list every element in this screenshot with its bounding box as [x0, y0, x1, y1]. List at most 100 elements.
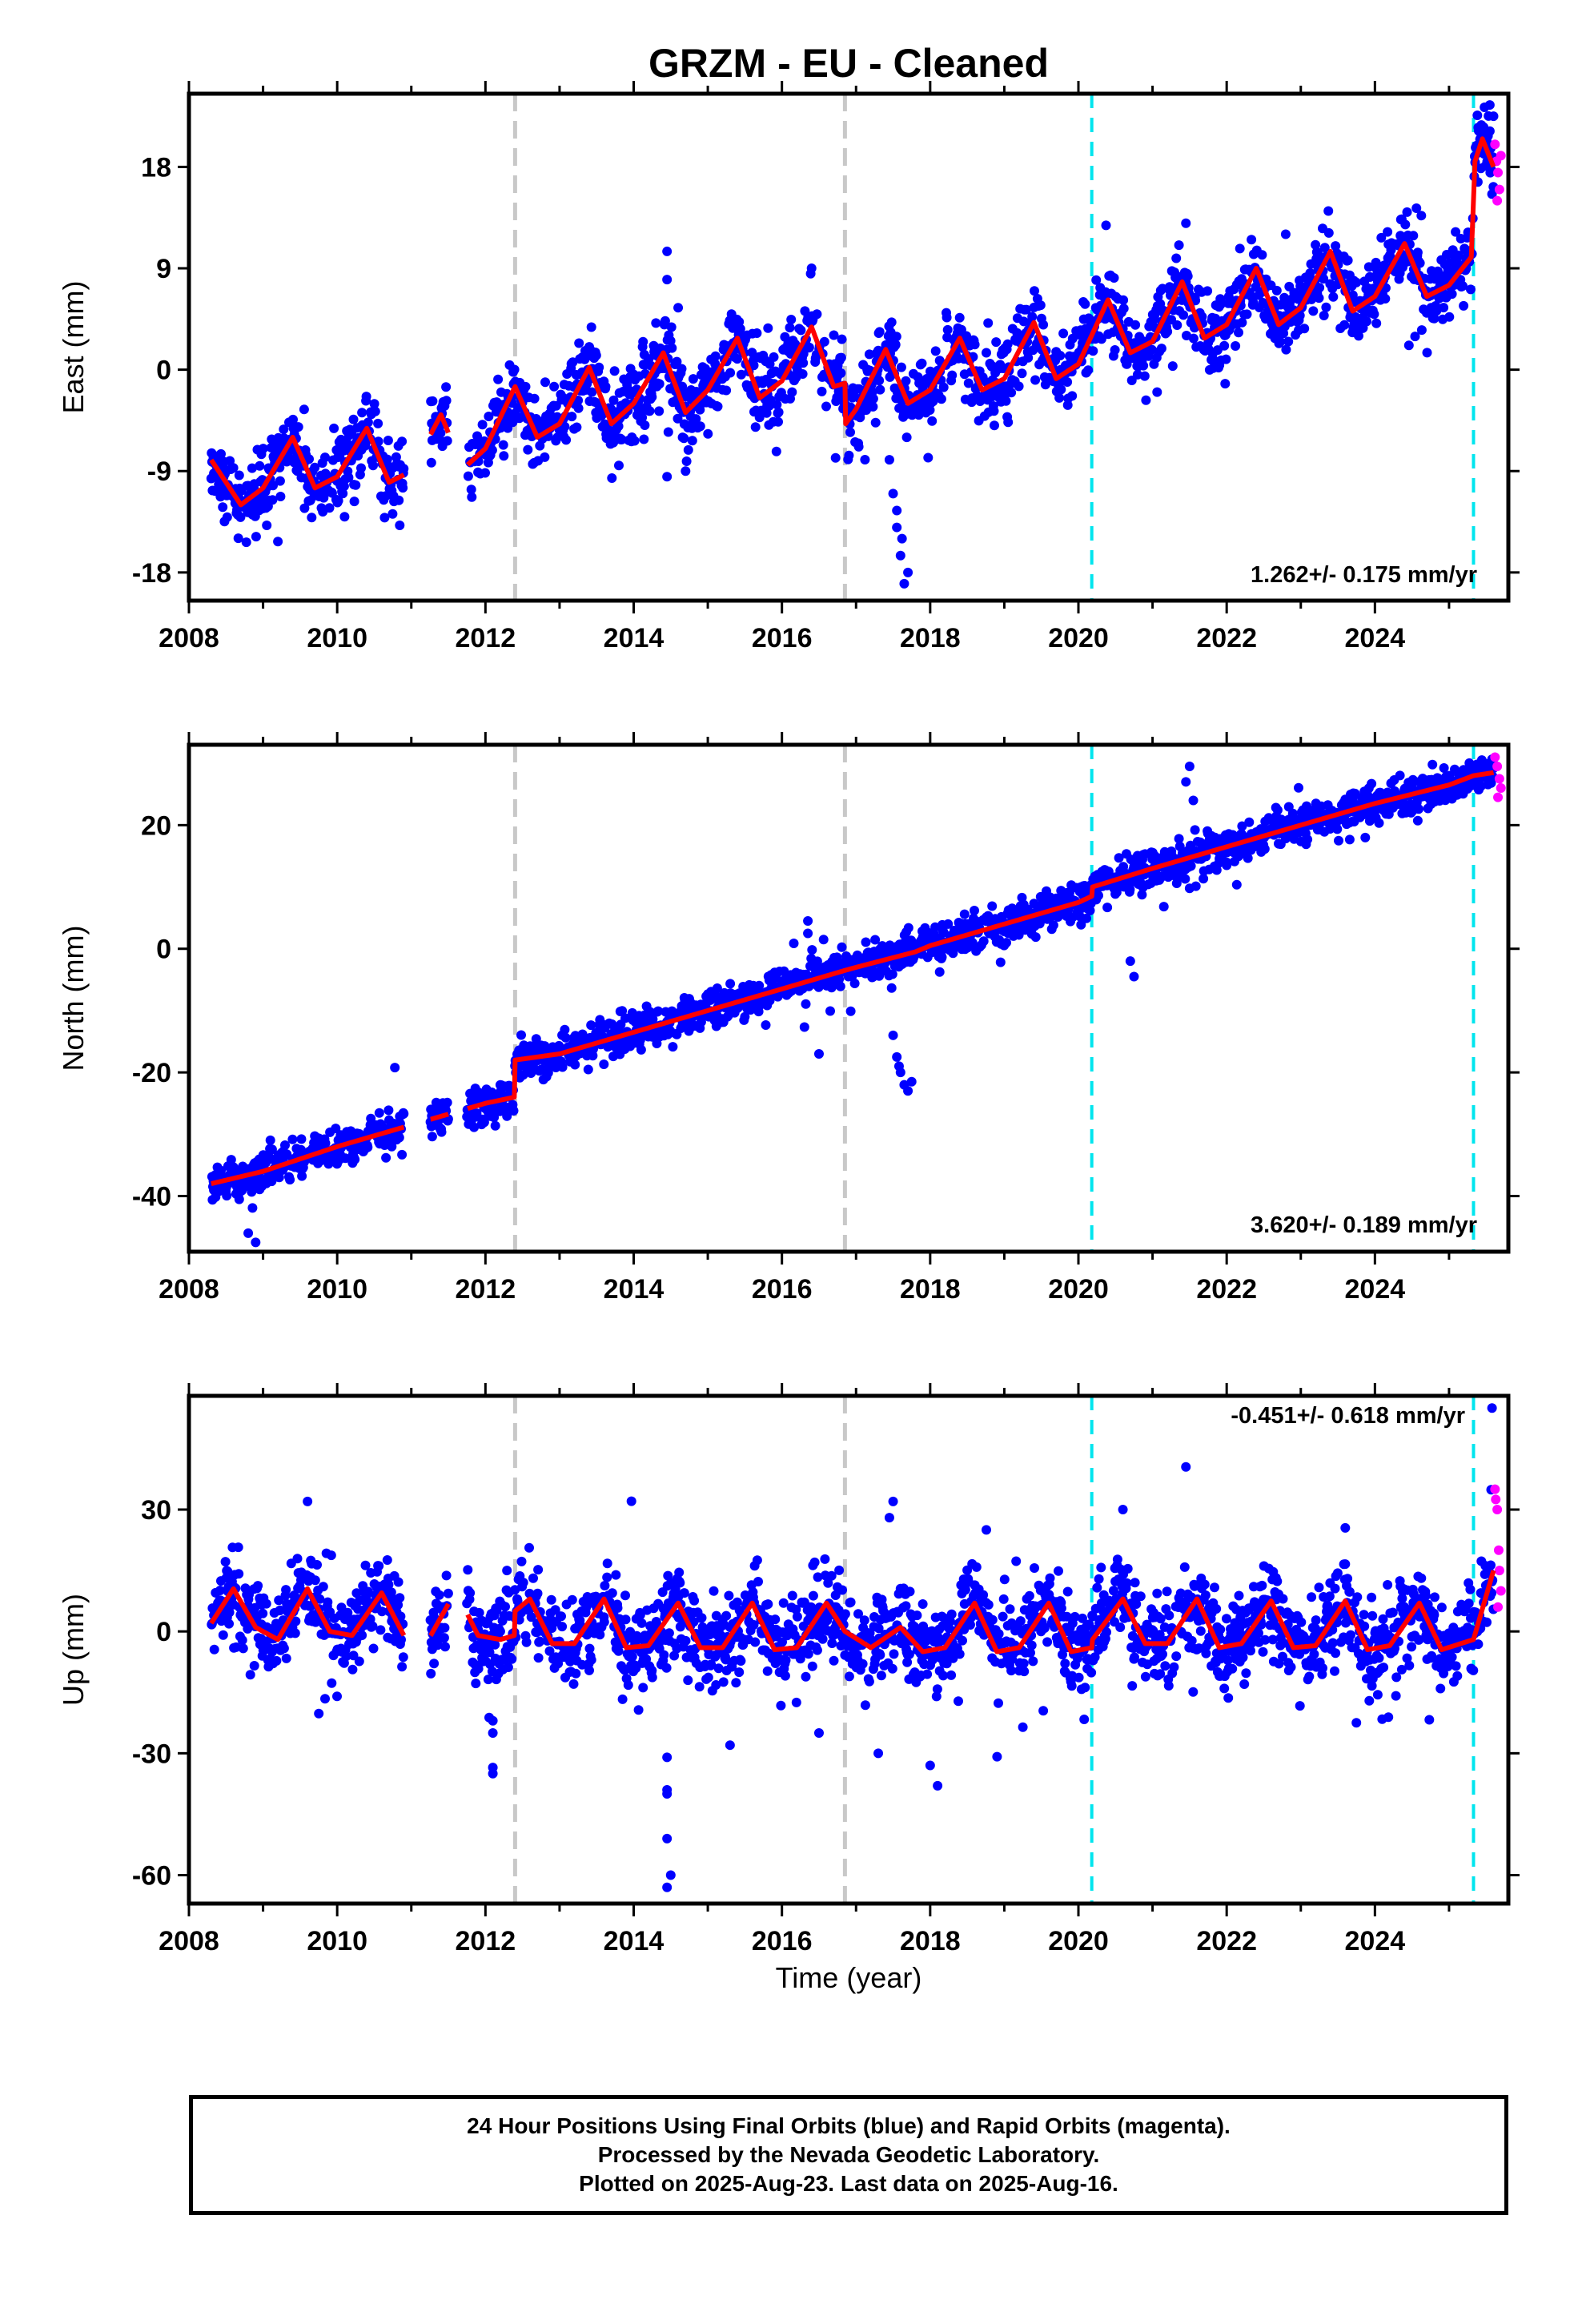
- east-final-point: [397, 436, 408, 447]
- east-final-point: [426, 457, 436, 468]
- up-final-point: [571, 1668, 581, 1679]
- east-final-point: [1101, 220, 1111, 231]
- east-final-point: [1109, 273, 1119, 283]
- north-final-point: [1102, 903, 1113, 913]
- east-final-point: [1319, 274, 1329, 284]
- up-final-point: [607, 1588, 617, 1598]
- east-final-point: [638, 336, 648, 347]
- east-final-point: [1237, 317, 1247, 328]
- east-final-point: [592, 398, 602, 408]
- north-final-point: [234, 1194, 244, 1204]
- east-final-point: [351, 480, 361, 490]
- up-final-point: [220, 1557, 231, 1567]
- east-final-point: [923, 452, 934, 463]
- east-final-point: [870, 417, 881, 428]
- north-final-point: [813, 1048, 824, 1059]
- north-final-point: [297, 1171, 307, 1181]
- east-final-point: [651, 318, 661, 328]
- north-final-point: [1191, 881, 1201, 891]
- up-final-point: [602, 1572, 612, 1582]
- east-final-point: [373, 418, 383, 428]
- east-final-point: [1403, 340, 1414, 351]
- north-rapid-point: [1492, 762, 1503, 772]
- east-final-point: [1162, 327, 1173, 336]
- east-final-point: [572, 422, 582, 432]
- east-final-point: [1400, 219, 1411, 230]
- up-final-point: [524, 1542, 534, 1553]
- east-final-point: [234, 470, 244, 480]
- east-final-point: [299, 404, 309, 415]
- up-final-point: [620, 1614, 631, 1625]
- east-final-point: [884, 455, 894, 465]
- east-rapid-point: [1494, 184, 1504, 195]
- east-final-point: [1315, 283, 1325, 293]
- east-final-point: [763, 323, 773, 333]
- up-final-point: [567, 1594, 577, 1605]
- east-final-point: [310, 462, 320, 472]
- east-xtick-label: 2014: [604, 623, 665, 653]
- east-final-point: [370, 406, 380, 416]
- east-final-point: [936, 394, 946, 404]
- north-rapid-point: [1496, 783, 1506, 794]
- east-final-point: [1283, 336, 1294, 347]
- up-final-point: [398, 1652, 408, 1663]
- north-final-point: [818, 935, 829, 945]
- east-xtick-label: 2020: [1048, 623, 1109, 653]
- north-final-point: [1294, 782, 1303, 793]
- east-final-point: [903, 567, 913, 577]
- east-final-point: [629, 436, 640, 446]
- east-rapid-orbit-points: [1490, 139, 1506, 206]
- up-plot-area: [207, 1396, 1506, 1904]
- east-final-point: [710, 351, 721, 361]
- north-final-point: [740, 1011, 750, 1022]
- up-final-point: [237, 1635, 247, 1646]
- north-final-point: [1158, 902, 1169, 912]
- north-ytick-label: 0: [156, 935, 171, 965]
- north-rate-label: 3.620+/- 0.189 mm/yr: [1251, 1212, 1477, 1238]
- north-final-point: [906, 1076, 917, 1087]
- east-final-point: [713, 401, 723, 412]
- north-final-point: [1244, 817, 1255, 827]
- east-final-point: [888, 489, 898, 499]
- east-final-point: [1331, 241, 1341, 251]
- up-final-point: [323, 1597, 333, 1607]
- east-plot-frame: [187, 91, 1511, 603]
- up-final-point: [368, 1643, 379, 1654]
- north-final-point: [1186, 861, 1196, 871]
- east-final-point: [1271, 285, 1282, 296]
- north-final-point: [518, 1070, 528, 1080]
- north-final-point: [1231, 879, 1242, 890]
- up-final-point: [382, 1555, 392, 1565]
- east-final-point: [895, 550, 905, 561]
- up-final-point: [584, 1665, 594, 1675]
- east-final-point: [251, 532, 261, 542]
- east-final-point: [441, 396, 452, 406]
- east-final-point: [357, 408, 367, 418]
- up-final-point: [290, 1628, 300, 1638]
- up-final-point: [320, 1694, 330, 1704]
- north-final-point: [937, 952, 947, 963]
- east-final-point: [1017, 368, 1027, 379]
- east-rate-label: 1.262+/- 0.175 mm/yr: [1251, 562, 1477, 588]
- north-final-point: [1181, 777, 1191, 787]
- up-final-point: [500, 1602, 510, 1612]
- east-final-point: [797, 369, 808, 379]
- east-final-point: [703, 428, 713, 439]
- north-final-point: [959, 909, 970, 919]
- east-final-point: [1439, 303, 1449, 313]
- east-final-point: [1484, 126, 1495, 136]
- up-final-point: [279, 1643, 289, 1654]
- east-final-point: [394, 495, 404, 505]
- east-final-point: [299, 503, 310, 513]
- east-final-point: [983, 318, 994, 328]
- east-final-point: [1305, 268, 1315, 278]
- east-final-point: [288, 414, 298, 424]
- east-final-point: [654, 406, 665, 416]
- east-y-axis-label: East (mm): [57, 281, 90, 414]
- east-final-point: [765, 359, 775, 369]
- east-final-point: [963, 378, 974, 388]
- up-final-point: [209, 1644, 219, 1655]
- east-final-point: [1132, 369, 1142, 380]
- north-final-point: [280, 1140, 290, 1150]
